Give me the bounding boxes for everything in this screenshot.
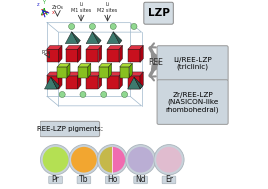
Polygon shape xyxy=(140,72,143,89)
Text: Zr/REE-LZP
(NASICON-like
rhombohedral): Zr/REE-LZP (NASICON-like rhombohedral) xyxy=(166,91,219,113)
Circle shape xyxy=(71,147,97,173)
Polygon shape xyxy=(86,49,98,63)
Polygon shape xyxy=(59,46,62,63)
FancyBboxPatch shape xyxy=(49,176,62,184)
Text: PO₄: PO₄ xyxy=(42,50,50,55)
Text: Tb: Tb xyxy=(79,175,89,184)
Circle shape xyxy=(154,145,184,175)
Text: Er: Er xyxy=(165,175,173,184)
Polygon shape xyxy=(78,67,88,78)
Polygon shape xyxy=(99,64,112,67)
Wedge shape xyxy=(112,147,125,173)
Circle shape xyxy=(80,91,86,98)
Polygon shape xyxy=(59,72,62,89)
Text: Li
M2 sites: Li M2 sites xyxy=(97,2,118,13)
FancyBboxPatch shape xyxy=(106,176,119,184)
Circle shape xyxy=(59,91,65,98)
FancyBboxPatch shape xyxy=(157,46,228,81)
Polygon shape xyxy=(86,32,99,44)
Polygon shape xyxy=(120,64,132,67)
Circle shape xyxy=(90,23,95,29)
FancyBboxPatch shape xyxy=(134,176,147,184)
Circle shape xyxy=(69,145,99,175)
Polygon shape xyxy=(51,77,59,89)
Text: x: x xyxy=(52,10,55,15)
Polygon shape xyxy=(57,64,70,67)
Polygon shape xyxy=(120,67,129,78)
Polygon shape xyxy=(78,72,81,89)
Polygon shape xyxy=(134,77,143,89)
FancyBboxPatch shape xyxy=(40,121,100,137)
FancyBboxPatch shape xyxy=(144,2,173,24)
Polygon shape xyxy=(66,46,81,49)
Polygon shape xyxy=(67,64,70,78)
Polygon shape xyxy=(92,32,101,44)
Polygon shape xyxy=(119,46,122,63)
Circle shape xyxy=(125,145,156,175)
Text: LZP: LZP xyxy=(148,8,169,18)
Polygon shape xyxy=(86,76,98,89)
Circle shape xyxy=(121,91,128,98)
Polygon shape xyxy=(44,77,57,89)
Polygon shape xyxy=(66,49,78,63)
Polygon shape xyxy=(129,64,132,78)
Polygon shape xyxy=(140,46,143,63)
Polygon shape xyxy=(66,72,81,76)
Polygon shape xyxy=(47,46,62,49)
Polygon shape xyxy=(88,64,91,78)
FancyBboxPatch shape xyxy=(162,176,176,184)
Polygon shape xyxy=(78,64,91,67)
Wedge shape xyxy=(99,147,112,173)
Text: Li
M1 sites: Li M1 sites xyxy=(71,2,91,13)
Text: Li/REE-LZP
(triclinic): Li/REE-LZP (triclinic) xyxy=(173,57,212,70)
Polygon shape xyxy=(47,49,59,63)
Circle shape xyxy=(69,23,75,29)
Text: REE-LZP pigments:: REE-LZP pigments: xyxy=(37,126,103,132)
Polygon shape xyxy=(107,46,122,49)
Text: Nd: Nd xyxy=(135,175,146,184)
Polygon shape xyxy=(98,72,102,89)
Polygon shape xyxy=(86,72,102,76)
Text: ZrO₆: ZrO₆ xyxy=(51,5,64,10)
Polygon shape xyxy=(128,77,140,89)
Circle shape xyxy=(97,145,127,175)
Polygon shape xyxy=(128,49,140,63)
FancyBboxPatch shape xyxy=(157,80,228,124)
Circle shape xyxy=(43,147,68,173)
Text: Pr: Pr xyxy=(52,175,59,184)
Text: REE: REE xyxy=(148,58,163,67)
Polygon shape xyxy=(99,67,109,78)
Polygon shape xyxy=(128,76,140,89)
Polygon shape xyxy=(86,46,102,49)
Polygon shape xyxy=(98,46,102,63)
Polygon shape xyxy=(109,64,112,78)
Polygon shape xyxy=(107,32,120,44)
Circle shape xyxy=(156,147,182,173)
Polygon shape xyxy=(113,32,122,44)
Polygon shape xyxy=(78,46,81,63)
Polygon shape xyxy=(65,32,78,44)
Text: Ho: Ho xyxy=(107,175,117,184)
Polygon shape xyxy=(107,76,119,89)
Circle shape xyxy=(131,23,137,29)
Polygon shape xyxy=(107,72,122,76)
FancyBboxPatch shape xyxy=(77,176,91,184)
Polygon shape xyxy=(47,76,59,89)
Circle shape xyxy=(40,145,71,175)
Circle shape xyxy=(128,147,154,173)
Polygon shape xyxy=(72,32,80,44)
Polygon shape xyxy=(66,76,78,89)
Polygon shape xyxy=(119,72,122,89)
Polygon shape xyxy=(47,72,62,76)
Polygon shape xyxy=(128,46,143,49)
Polygon shape xyxy=(128,72,143,76)
Polygon shape xyxy=(107,49,119,63)
Polygon shape xyxy=(57,67,67,78)
Text: Y: Y xyxy=(42,0,45,5)
Text: z: z xyxy=(37,2,39,7)
Circle shape xyxy=(110,23,116,29)
Circle shape xyxy=(101,91,107,98)
